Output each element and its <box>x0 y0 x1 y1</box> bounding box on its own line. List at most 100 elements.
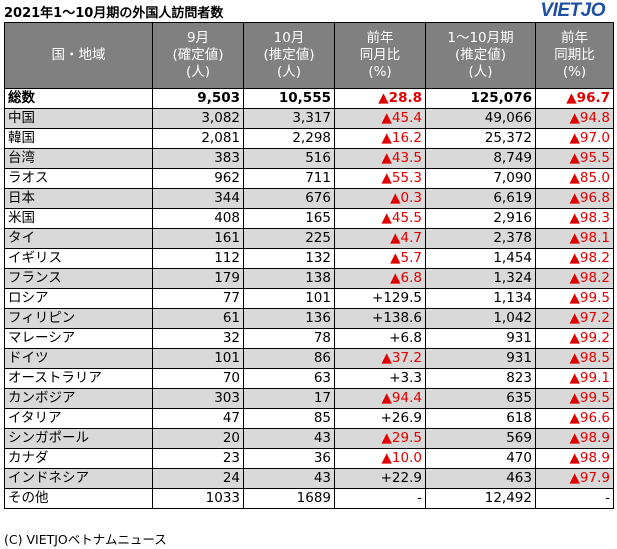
table-row: ドイツ 101 86 ▲37.2 931 ▲98.5 <box>4 348 614 369</box>
country-cell: ラオス <box>4 168 153 189</box>
year-change-cell: ▲99.5 <box>535 288 614 309</box>
copyright-footer: (C) VIETJOベトナムニュース <box>4 532 167 547</box>
country-cell: 米国 <box>4 208 153 229</box>
month-change-cell: +138.6 <box>334 308 426 329</box>
year-change-cell: ▲98.9 <box>535 428 614 449</box>
year-change-cell: ▲98.9 <box>535 448 614 469</box>
country-cell: 韓国 <box>4 128 153 149</box>
month-change-cell: ▲6.8 <box>334 268 426 289</box>
year-change-cell: ▲98.2 <box>535 268 614 289</box>
october-cell: 101 <box>243 288 335 309</box>
total-row: 総数 9,503 10,555 ▲28.8 125,076 ▲96.7 <box>4 88 614 109</box>
year-change-cell: ▲99.2 <box>535 328 614 349</box>
column-header-line: (人) <box>468 64 493 80</box>
country-cell: イタリア <box>4 408 153 429</box>
column-header: 10月 (推定値) (人) <box>243 22 335 89</box>
year-change-cell: ▲96.7 <box>535 88 614 109</box>
table-row: ラオス 962 711 ▲55.3 7,090 ▲85.0 <box>4 168 614 189</box>
october-cell: 78 <box>243 328 335 349</box>
column-header-line: (人) <box>276 64 302 80</box>
table-row: ロシア 77 101 +129.5 1,134 ▲99.5 <box>4 288 614 309</box>
month-change-cell: +6.8 <box>334 328 426 349</box>
september-cell: 47 <box>152 408 244 429</box>
ytd-cell: 635 <box>425 388 536 409</box>
column-header-line: 前年 <box>561 30 588 46</box>
september-cell: 3,082 <box>152 108 244 129</box>
october-cell: 3,317 <box>243 108 335 129</box>
column-header-line: 1～10月期 <box>447 30 514 46</box>
column-header-line: 同期比 <box>554 47 595 63</box>
september-cell: 9,503 <box>152 88 244 109</box>
ytd-cell: 6,619 <box>425 188 536 209</box>
october-cell: 516 <box>243 148 335 169</box>
table-row: その他 1033 1689-12,492- <box>4 488 614 509</box>
table-row: 台湾 383 516 ▲43.5 8,749 ▲95.5 <box>4 148 614 169</box>
year-change-cell: ▲96.8 <box>535 188 614 209</box>
year-change-cell: ▲98.2 <box>535 248 614 269</box>
september-cell: 962 <box>152 168 244 189</box>
month-change-cell: ▲4.7 <box>334 228 426 249</box>
country-cell: 台湾 <box>4 148 153 169</box>
country-cell: イギリス <box>4 248 153 269</box>
column-header-line: (推定値) <box>263 47 315 63</box>
table-row: マレーシア 32 78 +6.8 931 ▲99.2 <box>4 328 614 349</box>
october-cell: 676 <box>243 188 335 209</box>
month-change-cell: ▲16.2 <box>334 128 426 149</box>
year-change-cell: ▲99.5 <box>535 388 614 409</box>
october-cell: 43 <box>243 428 335 449</box>
october-cell: 136 <box>243 308 335 329</box>
column-header-line: 9月 <box>186 30 210 46</box>
september-cell: 408 <box>152 208 244 229</box>
month-change-cell: ▲37.2 <box>334 348 426 369</box>
ytd-cell: 1,324 <box>425 268 536 289</box>
column-header-line: (推定値) <box>454 47 507 63</box>
figure-title: 2021年1～10月期の外国人訪問者数 <box>4 6 224 21</box>
october-cell: 43 <box>243 468 335 489</box>
country-cell: 総数 <box>4 88 153 109</box>
ytd-cell: 1,134 <box>425 288 536 309</box>
month-change-cell: ▲55.3 <box>334 168 426 189</box>
september-cell: 77 <box>152 288 244 309</box>
october-cell: 132 <box>243 248 335 269</box>
year-change-cell: ▲98.5 <box>535 348 614 369</box>
table-row: フィリピン 61 136 +138.6 1,042 ▲97.2 <box>4 308 614 329</box>
year-change-cell: ▲97.2 <box>535 308 614 329</box>
country-cell: マレーシア <box>4 328 153 349</box>
country-cell: その他 <box>4 488 153 509</box>
october-cell: 36 <box>243 448 335 469</box>
table-body: 総数 9,503 10,555 ▲28.8 125,076 ▲96.7 中国 3,082 3,3… <box>4 88 614 509</box>
ytd-cell: 12,492 <box>425 488 536 509</box>
column-header: 前年 同期比 (%) <box>535 22 614 89</box>
column-header-line: (人) <box>185 64 211 80</box>
september-cell: 344 <box>152 188 244 209</box>
ytd-cell: 2,916 <box>425 208 536 229</box>
ytd-cell: 470 <box>425 448 536 469</box>
table-row: 米国 408 165 ▲45.5 2,916 ▲98.3 <box>4 208 614 229</box>
country-cell: タイ <box>4 228 153 249</box>
october-cell: 711 <box>243 168 335 189</box>
october-cell: 10,555 <box>243 88 335 109</box>
ytd-cell: 8,749 <box>425 148 536 169</box>
country-cell: オーストラリア <box>4 368 153 389</box>
october-cell: 1689 <box>243 488 335 509</box>
month-change-cell: ▲29.5 <box>334 428 426 449</box>
year-change-cell: ▲99.1 <box>535 368 614 389</box>
table-row: 日本 344 676 ▲0.3 6,619 ▲96.8 <box>4 188 614 209</box>
ytd-cell: 2,378 <box>425 228 536 249</box>
table-row: 韓国 2,081 2,298 ▲16.2 25,372 ▲97.0 <box>4 128 614 149</box>
ytd-cell: 569 <box>425 428 536 449</box>
ytd-cell: 1,042 <box>425 308 536 329</box>
october-cell: 225 <box>243 228 335 249</box>
country-cell: 中国 <box>4 108 153 129</box>
country-cell: インドネシア <box>4 468 153 489</box>
column-header-line: (確定値) <box>172 47 224 63</box>
column-header-line: 同月比 <box>359 47 401 63</box>
table-row: インドネシア 24 43 +22.9 463 ▲97.9 <box>4 468 614 489</box>
september-cell: 161 <box>152 228 244 249</box>
column-header-line: 10月 <box>273 30 305 46</box>
september-cell: 1033 <box>152 488 244 509</box>
september-cell: 101 <box>152 348 244 369</box>
year-change-cell: ▲98.3 <box>535 208 614 229</box>
october-cell: 63 <box>243 368 335 389</box>
ytd-cell: 1,454 <box>425 248 536 269</box>
